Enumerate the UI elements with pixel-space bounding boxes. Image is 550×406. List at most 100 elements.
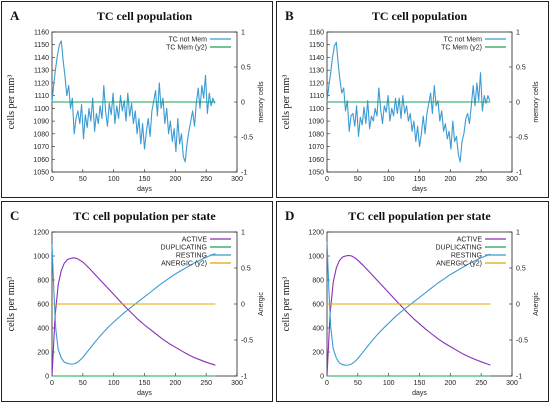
x-axis-label: days — [412, 186, 427, 193]
x-tick-label: 300 — [231, 380, 243, 387]
y2-tick-label: 0 — [516, 302, 520, 309]
y-axis-label: cells per mm³ — [281, 277, 292, 332]
x-tick-label: 300 — [231, 176, 243, 183]
y2-tick-label: -0.5 — [241, 338, 253, 345]
y-tick-label: 1100 — [34, 106, 49, 113]
x-tick-label: 300 — [506, 176, 518, 183]
y-tick-label: 1060 — [308, 157, 324, 164]
x-tick-label: 150 — [139, 380, 151, 387]
y2-axis-label: memory cells — [533, 81, 540, 123]
series-line-tc-not-mem — [326, 41, 491, 163]
chart-svg: D TC cell population per state 0 50 100 150 20… — [281, 208, 540, 397]
y-tick-label: 1070 — [308, 144, 324, 151]
y-tick-label: 1110 — [309, 93, 324, 100]
y-tick-label: 400 — [37, 326, 49, 333]
x-tick-label: 150 — [414, 176, 426, 183]
y-tick-label: 1110 — [34, 93, 49, 100]
y-tick-label: 1120 — [309, 80, 324, 87]
y-tick-label: 1050 — [33, 170, 49, 177]
x-tick-label: 0 — [325, 176, 329, 183]
y-tick-label: 1160 — [34, 30, 49, 37]
x-tick-label: 200 — [169, 380, 181, 387]
chart-title: TC cell population — [97, 9, 193, 23]
y-tick-label: 1090 — [33, 119, 49, 126]
legend-label: TC Mem (y2) — [441, 45, 482, 52]
y-tick-label: 200 — [37, 350, 49, 357]
y-tick-label: 600 — [312, 302, 324, 309]
y-tick-label: 1130 — [34, 68, 49, 75]
y-tick-label: 1080 — [308, 131, 324, 138]
y2-tick-label: 1 — [516, 30, 520, 37]
y-tick-label: 800 — [312, 278, 324, 285]
x-tick-label: 250 — [200, 176, 212, 183]
x-tick-label: 100 — [108, 380, 120, 387]
chart-title: TC cell population — [372, 9, 468, 23]
y2-tick-label: -1 — [241, 374, 247, 381]
y-tick-label: 1140 — [309, 55, 324, 62]
x-tick-label: 50 — [79, 176, 87, 183]
legend-label: DUPLICATING — [435, 245, 482, 252]
y-tick-label: 400 — [312, 326, 324, 333]
y-tick-label: 1200 — [33, 230, 49, 237]
series-line-resting — [326, 241, 491, 366]
y2-tick-label: 0.5 — [516, 65, 526, 72]
y2-tick-label: -0.5 — [516, 135, 528, 142]
y2-tick-label: 1 — [241, 30, 245, 37]
y-tick-label: 0 — [320, 374, 324, 381]
panel-letter: B — [285, 8, 294, 23]
panel-a: A TC cell population 0 50 100 150 200 250 300 105… — [1, 1, 273, 198]
x-tick-label: 0 — [50, 176, 54, 183]
y-axis-label: cells per mm³ — [6, 75, 17, 130]
x-tick-label: 100 — [383, 380, 395, 387]
y-tick-label: 600 — [37, 302, 49, 309]
panel-letter: A — [10, 8, 20, 23]
y-tick-label: 1060 — [33, 157, 49, 164]
y-tick-label: 1000 — [308, 254, 324, 261]
y-tick-label: 1120 — [34, 80, 49, 87]
x-tick-label: 150 — [139, 176, 151, 183]
x-tick-label: 150 — [414, 380, 426, 387]
y2-tick-label: 0.5 — [241, 266, 251, 273]
x-axis-label: days — [412, 390, 427, 397]
x-tick-label: 50 — [354, 380, 362, 387]
y-tick-label: 800 — [37, 278, 49, 285]
legend-label: ACTIVE — [457, 237, 483, 244]
series-line-active — [326, 254, 491, 377]
y-tick-label: 0 — [45, 374, 49, 381]
panel-c: C TC cell population per state 0 50 100 150 20… — [1, 201, 273, 402]
panel-letter: D — [285, 208, 294, 223]
y-tick-label: 1130 — [309, 68, 324, 75]
x-tick-label: 50 — [354, 176, 362, 183]
legend-label: RESTING — [451, 253, 482, 260]
y-tick-label: 1000 — [33, 254, 49, 261]
x-tick-label: 0 — [50, 380, 54, 387]
x-tick-label: 250 — [200, 380, 212, 387]
legend-label: TC not Mem — [443, 37, 482, 44]
series-line-tc-not-mem — [51, 40, 216, 163]
chart-title: TC cell population per state — [348, 209, 491, 223]
x-axis-label: days — [137, 390, 152, 397]
x-tick-label: 300 — [506, 380, 518, 387]
x-tick-label: 250 — [475, 380, 487, 387]
y-tick-label: 1090 — [308, 119, 324, 126]
chart-title: TC cell population per state — [73, 209, 216, 223]
y2-axis-label: Anergic — [258, 292, 265, 316]
x-tick-label: 100 — [383, 176, 395, 183]
series-line-resting — [51, 243, 216, 365]
x-axis-label: days — [137, 186, 152, 193]
y2-tick-label: -0.5 — [516, 338, 528, 345]
y2-axis-label: memory cells — [258, 81, 265, 123]
y2-tick-label: 0.5 — [241, 65, 251, 72]
legend-label: ANERGIC (y2) — [436, 261, 482, 268]
y2-tick-label: 0.5 — [516, 266, 526, 273]
y2-tick-label: 0 — [241, 100, 245, 107]
legend-label: TC Mem (y2) — [166, 45, 207, 52]
y-axis-label: cells per mm³ — [281, 75, 292, 130]
legend-label: ACTIVE — [182, 237, 208, 244]
y-tick-label: 200 — [312, 350, 324, 357]
y-tick-label: 1150 — [34, 42, 49, 49]
legend-label: TC not Mem — [168, 37, 207, 44]
y2-tick-label: 0 — [516, 100, 520, 107]
